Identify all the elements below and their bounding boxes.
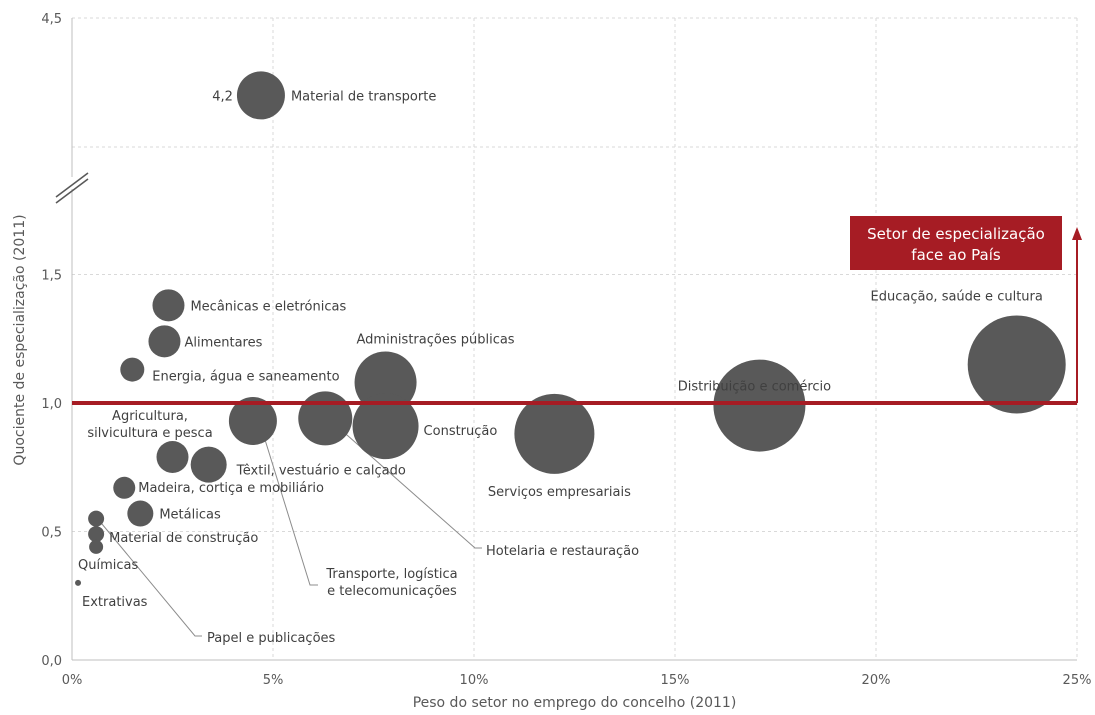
- y-tick-label: 1,0: [41, 397, 62, 412]
- bubble: [120, 357, 145, 382]
- x-tick-label: 0%: [62, 673, 83, 688]
- bubble: [152, 289, 185, 322]
- y-tick-label: 1,5: [41, 269, 62, 284]
- note-text-line1: Setor de especialização: [867, 225, 1045, 243]
- gridlines: [72, 17, 1078, 660]
- bubble: [148, 325, 181, 358]
- bubble-label: Metálicas: [159, 508, 221, 523]
- bubble: [298, 391, 353, 446]
- bubble: [228, 396, 277, 445]
- bubble: [514, 393, 595, 474]
- bubble: [88, 526, 105, 543]
- y-tick-label: 0,0: [41, 654, 62, 669]
- y-axis-title: Quociente de especialização (2011): [12, 214, 28, 465]
- bubble-label: Material de transporte: [291, 89, 436, 104]
- x-tick-label: 25%: [1063, 673, 1092, 688]
- bubble: [352, 393, 419, 460]
- x-tick-label: 20%: [862, 673, 891, 688]
- x-tick-label: 5%: [263, 673, 284, 688]
- bubble-label: Educação, saúde e cultura: [871, 289, 1043, 304]
- bubble: [713, 359, 806, 452]
- note-text-line2: face ao País: [911, 246, 1001, 264]
- threshold: [72, 227, 1082, 405]
- bubble: [156, 440, 189, 473]
- bubble-label: Energia, água e saneamento: [152, 370, 339, 385]
- bubble: [88, 510, 105, 527]
- leader-line: [329, 419, 482, 549]
- leader-lines: [96, 419, 482, 637]
- bubble-label: Transporte, logística e telecomunicações: [325, 567, 457, 599]
- leader-line: [96, 517, 202, 637]
- bubble-label: Serviços empresariais: [488, 485, 631, 500]
- bubble: [89, 539, 104, 554]
- leader-line: [254, 419, 318, 586]
- x-axis-title: Peso do setor no emprego do concelho (20…: [413, 695, 737, 711]
- axis-break-mark: [55, 172, 89, 198]
- bubble-label: Construção: [424, 424, 498, 439]
- axes: 0% 5% 10% 15% 20% 25% 0,0 0,5 1,0 1,5 4,5 Peso do s…: [12, 12, 1091, 711]
- axis-break-mark: [55, 178, 89, 204]
- bubble-label: Químicas: [78, 558, 138, 573]
- bubble-label: Distribuição e comércio: [678, 380, 831, 395]
- x-tick-label: 10%: [460, 673, 489, 688]
- bubble: [127, 500, 154, 527]
- specialization-note: Setor de especialização face ao País: [850, 216, 1062, 270]
- bubble: [967, 315, 1066, 414]
- bubble: [75, 579, 82, 586]
- bubble: [113, 476, 136, 499]
- y-tick-label: 0,5: [41, 526, 62, 541]
- y-tick-label: 4,5: [41, 12, 62, 27]
- bubbles: [75, 71, 1066, 586]
- bubble-label: Madeira, cortiça e mobiliário: [138, 481, 324, 496]
- bubble-label: Papel e publicações: [207, 631, 336, 646]
- bubble-label: Agricultura, silvicultura e pesca: [87, 409, 212, 441]
- bubble-label: Administrações públicas: [357, 332, 515, 347]
- bubble: [190, 446, 227, 483]
- bubble-labels: Material de transporte Mecânicas e eletró…: [78, 89, 1043, 646]
- bubble: [236, 71, 285, 120]
- note-box: [850, 216, 1062, 270]
- bubble-label: Têxtil, vestuário e calçado: [236, 464, 406, 479]
- x-tick-label: 15%: [661, 673, 690, 688]
- bubble-label: Hotelaria e restauração: [486, 544, 639, 559]
- bubble-label: Extrativas: [82, 595, 148, 610]
- bubble-label: Material de construção: [109, 531, 258, 546]
- arrow-head: [1072, 227, 1082, 240]
- value-label: 4,2: [212, 89, 233, 104]
- bubble-label: Mecânicas e eletrónicas: [190, 299, 346, 314]
- bubble-label: Alimentares: [184, 335, 262, 350]
